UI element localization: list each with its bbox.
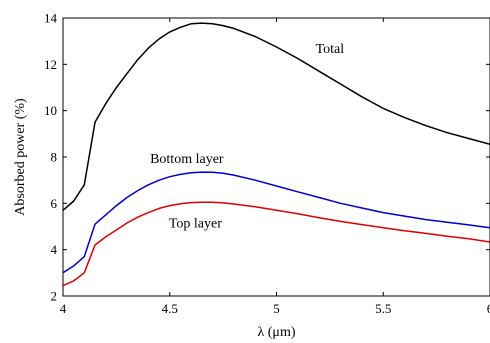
annotations-layer: Total Bottom layer Top layer (150, 42, 344, 232)
y-tick-label: 4 (51, 242, 58, 257)
y-tick-label: 2 (51, 289, 58, 304)
y-tick-label: 14 (44, 11, 58, 26)
series-line-total (62, 22, 490, 211)
y-tick-label: 8 (51, 150, 58, 165)
annotation-top-layer: Top layer (169, 217, 222, 232)
series-line-top-layer (62, 201, 490, 287)
series-line-bottom-layer (62, 171, 490, 274)
y-axis-label: Absorbed power (%) (13, 98, 28, 216)
series-layer (62, 22, 490, 287)
y-tick-label: 10 (44, 103, 57, 118)
annotation-total: Total (316, 42, 345, 57)
x-axis-label: λ (μm) (257, 325, 295, 340)
x-tick-label: 4 (60, 301, 67, 316)
annotation-bottom-layer: Bottom layer (150, 152, 224, 167)
x-tick-label: 5 (273, 301, 280, 316)
x-tick-label: 4.5 (162, 301, 178, 316)
x-tick-label: 6 (487, 301, 490, 316)
y-tick-label: 6 (51, 196, 58, 211)
axes-box (62, 17, 490, 297)
y-tick-label: 12 (44, 57, 57, 72)
x-tick-label: 5.5 (375, 301, 391, 316)
